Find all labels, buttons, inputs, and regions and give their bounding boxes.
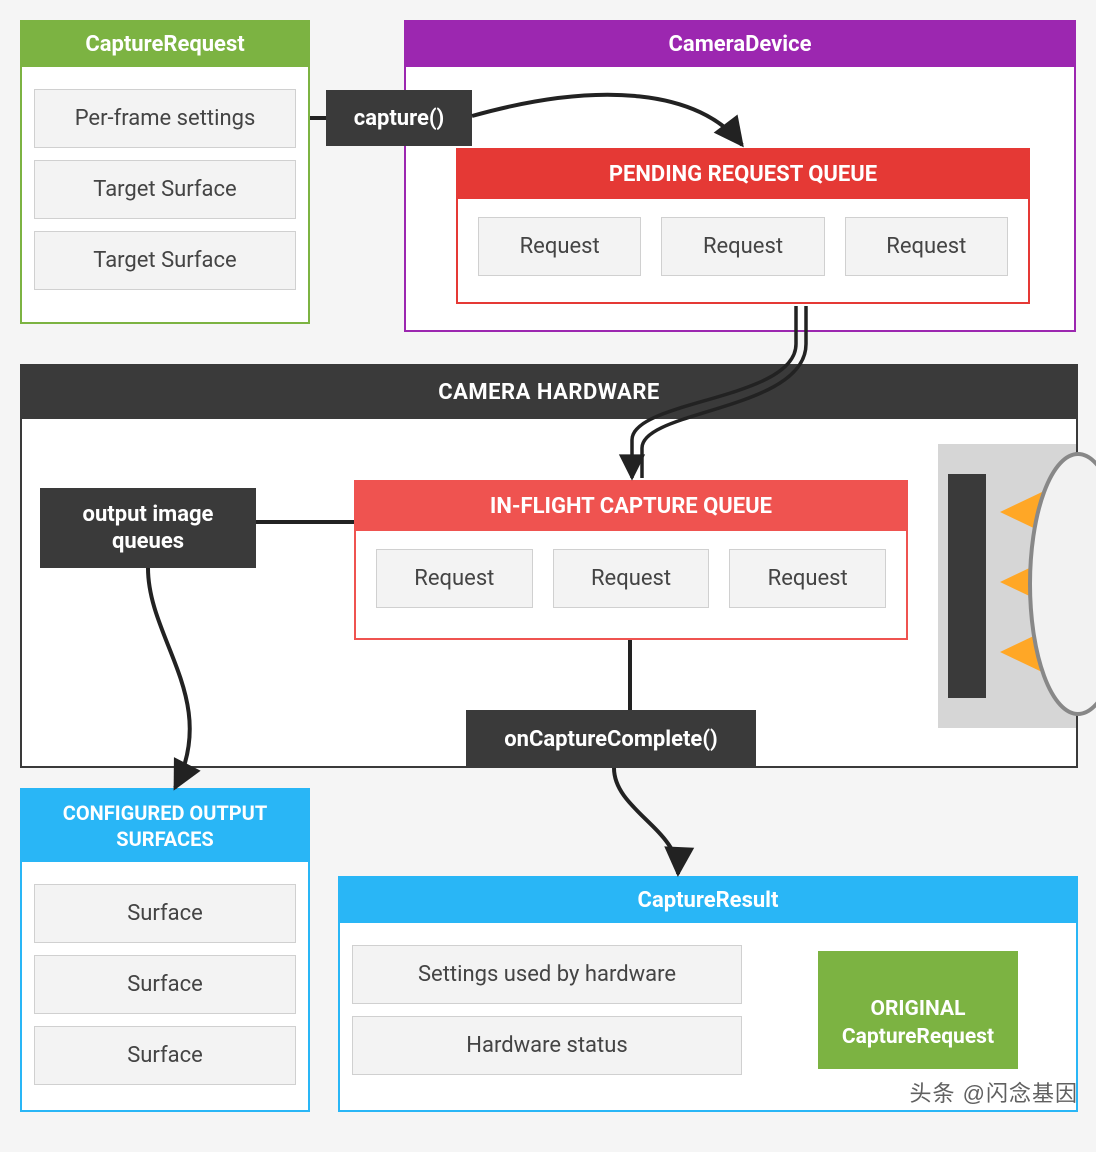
output-image-queues-label: output image queues xyxy=(83,501,214,556)
sensor-panel xyxy=(938,444,1076,728)
configured-surface-item-1: Surface xyxy=(34,955,296,1014)
configured-output-title: CONFIGURED OUTPUT SURFACES xyxy=(22,790,308,862)
capture-result-item-0: Settings used by hardware xyxy=(352,945,742,1004)
pending-request-item-1: Request xyxy=(661,217,824,276)
camera-device-title: CameraDevice xyxy=(406,22,1074,67)
capture-request-title: CaptureRequest xyxy=(22,22,308,67)
pending-request-queue: PENDING REQUEST QUEUE Request Request Requ… xyxy=(456,148,1030,304)
capture-result-title: CaptureResult xyxy=(340,878,1076,923)
original-capture-request-label: ORIGINAL CaptureRequest xyxy=(842,997,994,1048)
capture-request-item-1: Target Surface xyxy=(34,160,296,219)
camera-hardware-title: CAMERA HARDWARE xyxy=(22,366,1076,419)
pending-request-item-2: Request xyxy=(845,217,1008,276)
capture-method-box: capture() xyxy=(326,90,472,146)
capture-request-item-2: Target Surface xyxy=(34,231,296,290)
inflight-request-item-1: Request xyxy=(553,549,710,608)
output-image-queues-box: output image queues xyxy=(40,488,256,568)
configured-output-surfaces-panel: CONFIGURED OUTPUT SURFACES Surface Surfac… xyxy=(20,788,310,1112)
pending-queue-title: PENDING REQUEST QUEUE xyxy=(458,150,1028,199)
inflight-request-item-2: Request xyxy=(729,549,886,608)
configured-surface-item-2: Surface xyxy=(34,1026,296,1085)
capture-method-label: capture() xyxy=(354,106,445,131)
on-capture-complete-label: onCaptureComplete() xyxy=(504,727,717,752)
inflight-capture-queue: IN-FLIGHT CAPTURE QUEUE Request Request Re… xyxy=(354,480,908,640)
watermark-text: 头条 @闪念基因 xyxy=(910,1076,1078,1108)
capture-request-item-0: Per-frame settings xyxy=(34,89,296,148)
configured-surface-item-0: Surface xyxy=(34,884,296,943)
pending-request-item-0: Request xyxy=(478,217,641,276)
original-capture-request-box: ORIGINAL CaptureRequest xyxy=(818,951,1018,1069)
capture-request-panel: CaptureRequest Per-frame settings Target … xyxy=(20,20,310,324)
inflight-request-item-0: Request xyxy=(376,549,533,608)
inflight-queue-title: IN-FLIGHT CAPTURE QUEUE xyxy=(356,482,906,531)
on-capture-complete-box: onCaptureComplete() xyxy=(466,710,756,768)
capture-result-item-1: Hardware status xyxy=(352,1016,742,1075)
